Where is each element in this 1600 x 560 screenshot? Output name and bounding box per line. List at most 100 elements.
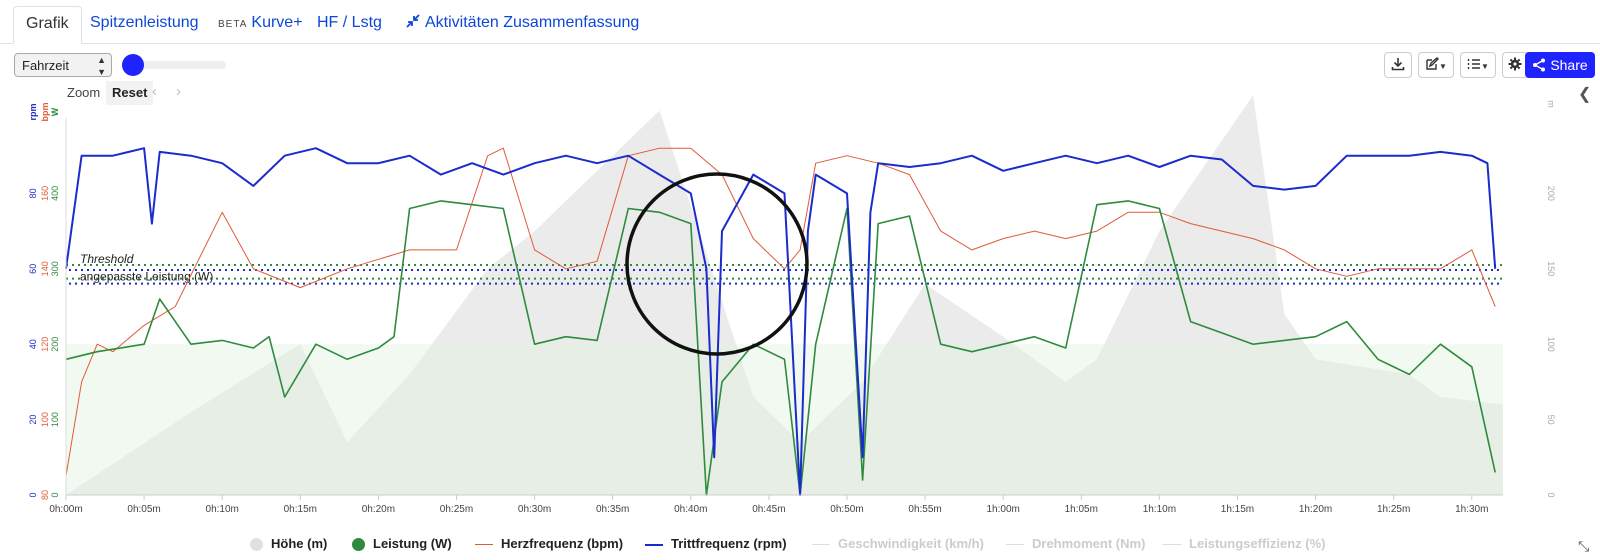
- download-icon: [1391, 58, 1405, 71]
- chevron-left-icon[interactable]: ‹: [152, 83, 157, 100]
- share-label: Share: [1550, 57, 1588, 73]
- reference-line-label: Threshold: [80, 252, 134, 266]
- list-dropdown-button[interactable]: ▼: [1460, 52, 1496, 78]
- legend-item-leistungseffizienz[interactable]: Leistungseffizienz (%): [1163, 536, 1326, 551]
- left-tick-label-rpm: 80: [28, 188, 38, 198]
- left-tick-label-bpm: 80: [40, 490, 50, 500]
- left-axis-title-rpm: rpm: [28, 103, 38, 120]
- collapse-icon: [406, 14, 420, 28]
- tab-label: HF / Lstg: [317, 14, 382, 31]
- x-tick-label: 0h:30m: [518, 504, 551, 515]
- left-tick-label-rpm: 0: [28, 492, 38, 497]
- download-button[interactable]: [1384, 52, 1412, 78]
- beta-badge: BETA: [218, 19, 248, 30]
- tab-hf-lstg[interactable]: HF / Lstg: [305, 6, 394, 40]
- reset-label: Reset: [112, 85, 148, 100]
- highlight-circle: [625, 172, 809, 356]
- tab-spitzenleistung[interactable]: Spitzenleistung: [78, 6, 211, 40]
- chart-legend: Höhe (m) Leistung (W) Herzfrequenz (bpm)…: [0, 533, 1600, 557]
- elevation-area: [66, 95, 1503, 496]
- left-tick-label-bpm: 140: [40, 261, 50, 276]
- legend-item-geschwindigkeit[interactable]: Geschwindigkeit (km/h): [812, 536, 984, 551]
- legend-item-drehmoment[interactable]: Drehmoment (Nm): [1006, 536, 1145, 551]
- share-icon: [1533, 58, 1546, 72]
- legend-swatch: [645, 543, 663, 546]
- left-tick-label-W: 200: [50, 337, 60, 352]
- right-tick-label: 50: [1546, 415, 1556, 425]
- tab-label: Aktivitäten Zusammenfassung: [425, 14, 640, 31]
- x-tick-label: 0h:55m: [908, 504, 941, 515]
- x-tick-label: 1h:15m: [1221, 504, 1254, 515]
- legend-label: Drehmoment (Nm): [1032, 536, 1146, 551]
- gear-icon: [1508, 57, 1522, 71]
- edit-dropdown-button[interactable]: ▼: [1418, 52, 1454, 78]
- right-tick-label: 100: [1546, 337, 1556, 352]
- smoothing-slider-track[interactable]: [122, 61, 226, 69]
- zoom-label: Zoom: [67, 85, 101, 100]
- heartrate-line: [65, 147, 1496, 477]
- left-tick-label-W: 0: [50, 492, 60, 497]
- caret-down-icon: ▼: [1439, 62, 1447, 71]
- x-tick-label: 0h:25m: [440, 504, 473, 515]
- legend-label: Trittfrequenz (rpm): [671, 536, 787, 551]
- tab-kurve-plus[interactable]: BETA Kurve+: [206, 6, 315, 40]
- tab-grafik[interactable]: Grafik: [13, 6, 82, 44]
- tab-label: Kurve+: [251, 14, 303, 31]
- right-tick-label: 150: [1546, 261, 1556, 276]
- reset-zoom-button[interactable]: Reset: [106, 81, 153, 105]
- right-tick-label: 200: [1546, 186, 1556, 201]
- left-tick-label-rpm: 20: [28, 415, 38, 425]
- x-tick-label: 1h:30m: [1455, 504, 1488, 515]
- x-axis-select[interactable]: Fahrzeit ▲ ▼: [14, 53, 112, 77]
- reference-line-label: angepasste Leistung (W): [80, 270, 213, 284]
- x-tick-label: 0h:05m: [127, 504, 160, 515]
- x-tick-label: 0h:00m: [49, 504, 82, 515]
- left-tick-label-W: 400: [50, 186, 60, 201]
- collapse-sidebar-chevron-icon[interactable]: ❮: [1578, 86, 1592, 103]
- legend-label: Höhe (m): [271, 536, 328, 551]
- x-tick-label: 0h:20m: [362, 504, 395, 515]
- edit-icon: [1426, 57, 1440, 70]
- legend-item-hoehe[interactable]: Höhe (m): [250, 536, 328, 552]
- x-tick-label: 0h:50m: [830, 504, 863, 515]
- x-tick-label: 0h:40m: [674, 504, 707, 515]
- left-tick-label-W: 300: [50, 261, 60, 276]
- x-tick-label: 1h:10m: [1143, 504, 1176, 515]
- legend-swatch: [812, 544, 830, 546]
- chevron-right-icon[interactable]: ›: [176, 83, 181, 100]
- tab-label: Spitzenleistung: [90, 14, 199, 31]
- x-tick-label: 1h:25m: [1377, 504, 1410, 515]
- x-tick-label: 0h:15m: [284, 504, 317, 515]
- legend-label: Herzfrequenz (bpm): [501, 536, 624, 551]
- left-tick-label-rpm: 60: [28, 264, 38, 274]
- left-axis-title-W: W: [50, 107, 60, 116]
- series-lines: [65, 147, 1497, 496]
- left-axis-title-bpm: bpm: [40, 103, 50, 122]
- resize-icon[interactable]: ⤡: [1578, 538, 1590, 554]
- legend-swatch: [475, 544, 493, 546]
- left-tick-label-W: 100: [50, 412, 60, 427]
- settings-button[interactable]: [1502, 52, 1528, 78]
- smoothing-slider-thumb[interactable]: [122, 54, 144, 76]
- legend-item-herzfrequenz[interactable]: Herzfrequenz (bpm): [475, 536, 623, 551]
- legend-label: Leistung (W): [373, 536, 452, 551]
- legend-swatch: [250, 538, 263, 552]
- x-tick-label: 1h:00m: [986, 504, 1019, 515]
- x-axis-select-value: Fahrzeit: [22, 58, 69, 73]
- right-axis-title: m: [1546, 100, 1556, 108]
- share-button[interactable]: Share: [1525, 52, 1595, 78]
- elevation-area-path: [66, 95, 1503, 496]
- right-tick-label: 0: [1546, 492, 1556, 497]
- chart-axes: 0h:00m 0h:05m 0h:10m 0h:15m 0h:20m 0h:25m 0h:3…: [28, 100, 1556, 515]
- legend-item-trittfrequenz[interactable]: Trittfrequenz (rpm): [645, 536, 787, 551]
- reference-lines: Threshold angepasste Leistung (W): [66, 252, 1503, 285]
- cadence-line: [65, 147, 1497, 496]
- legend-item-leistung[interactable]: Leistung (W): [352, 536, 452, 552]
- left-tick-label-rpm: 40: [28, 339, 38, 349]
- tab-aktivitaeten-zusammenfassung[interactable]: Aktivitäten Zusammenfassung: [393, 6, 651, 40]
- legend-label: Geschwindigkeit (km/h): [838, 536, 984, 551]
- left-tick-label-bpm: 160: [40, 186, 50, 201]
- caret-down-icon: ▼: [1481, 62, 1489, 71]
- x-tick-label: 0h:10m: [206, 504, 239, 515]
